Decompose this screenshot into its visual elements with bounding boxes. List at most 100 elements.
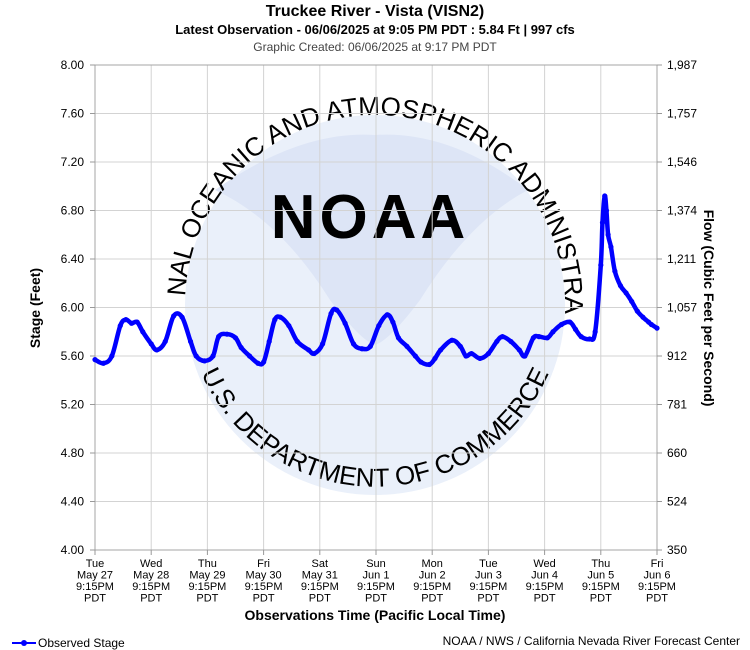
y2-tick-label: 1,757	[667, 107, 697, 121]
x-tick-label: May 30	[246, 570, 282, 582]
plot-frame	[94, 64, 658, 551]
data-point	[432, 355, 438, 362]
y-tick-label: 4.00	[61, 543, 85, 557]
x-tick-label: Mon	[421, 558, 442, 570]
y2-tick-label: 350	[667, 543, 687, 557]
data-point	[522, 353, 528, 359]
data-point	[117, 323, 123, 329]
data-point	[224, 331, 230, 337]
y-tick-label: 4.80	[61, 446, 85, 460]
data-point	[320, 341, 326, 347]
x-tick-label: Jun 5	[587, 570, 614, 582]
y-tick-label: 6.00	[61, 301, 85, 315]
data-point	[602, 193, 608, 199]
x-tick-label: 9:15PM	[413, 581, 451, 593]
chart-subtitle: Latest Observation - 06/06/2025 at 9:05 …	[175, 22, 575, 37]
data-point	[305, 347, 312, 353]
x-tick-label: 9:15PM	[526, 581, 564, 593]
data-point	[266, 338, 272, 345]
x-tick-label: 9:15PM	[469, 581, 507, 593]
data-point	[494, 338, 500, 345]
x-tick-label: PDT	[477, 593, 499, 605]
data-point	[193, 353, 199, 359]
x-tick-label: Wed	[533, 558, 555, 570]
y-tick-label: 5.60	[61, 349, 85, 363]
data-point	[516, 347, 522, 353]
x-tick-label: 9:15PM	[582, 581, 620, 593]
data-point	[294, 338, 300, 345]
observed-stage-series	[92, 193, 660, 368]
data-point	[100, 360, 107, 366]
x-tick-label: PDT	[84, 593, 106, 605]
data-point	[162, 338, 168, 345]
grid-lines	[94, 64, 658, 551]
data-point	[617, 283, 624, 289]
data-point	[272, 317, 278, 323]
x-tick-label: PDT	[253, 593, 275, 605]
data-point	[140, 329, 146, 335]
data-point	[311, 350, 317, 357]
data-point	[376, 323, 382, 329]
data-point	[629, 298, 635, 305]
data-point	[578, 334, 584, 340]
data-point	[342, 320, 348, 326]
data-point	[404, 343, 410, 349]
y2-tick-label: 524	[667, 495, 687, 509]
x-tick-label: PDT	[309, 593, 331, 605]
data-point	[246, 353, 253, 359]
y-tick-label: 6.80	[61, 204, 85, 218]
graphic-created-text: Graphic Created: 06/06/2025 at 9:17 PM P…	[253, 40, 497, 54]
data-point	[457, 343, 463, 349]
data-point	[286, 323, 292, 329]
data-point	[238, 344, 244, 351]
x-tick-label: 9:15PM	[638, 581, 676, 593]
y2-axis-ticks: 350 524 660 781 912 1,057 1,211 1,374 1,546 1,757…	[657, 58, 697, 557]
x-tick-label: 9:15PM	[301, 581, 339, 593]
data-point	[277, 314, 284, 320]
y2-tick-label: 1,546	[667, 155, 697, 169]
data-point	[179, 314, 185, 320]
x-tick-label: 9:15PM	[245, 581, 283, 593]
x-tick-label: Jun 6	[644, 570, 671, 582]
data-point	[418, 359, 424, 365]
data-point	[187, 338, 194, 345]
data-point	[109, 353, 115, 359]
data-point	[390, 319, 396, 325]
x-tick-label: PDT	[590, 593, 612, 605]
watermark-logo-text: NOAA	[271, 183, 470, 252]
x-tick-label: 9:15PM	[132, 581, 170, 593]
y2-tick-label: 1,374	[667, 204, 697, 218]
x-tick-label: Sat	[312, 558, 329, 570]
data-point	[232, 335, 239, 341]
data-point	[499, 334, 506, 340]
y-tick-label: 7.60	[61, 107, 85, 121]
x-tick-label: May 31	[302, 570, 338, 582]
x-axis-title: Observations Time (Pacific Local Time)	[245, 607, 506, 623]
data-point	[586, 336, 593, 342]
x-tick-label: Jun 2	[419, 570, 446, 582]
data-point	[201, 358, 208, 364]
data-point	[412, 353, 418, 359]
data-point	[426, 361, 432, 368]
y2-tick-label: 660	[667, 446, 687, 460]
data-point	[603, 207, 610, 214]
x-tick-label: May 27	[77, 570, 113, 582]
data-point	[608, 244, 614, 250]
data-point	[128, 320, 135, 326]
legend-marker-icon	[21, 640, 27, 646]
data-point	[654, 325, 660, 331]
x-tick-label: PDT	[365, 593, 387, 605]
legend: Observed Stage	[12, 636, 125, 650]
data-point	[598, 262, 604, 268]
data-point	[599, 220, 606, 226]
data-point	[449, 337, 455, 343]
data-point	[261, 359, 267, 365]
x-tick-label: Thu	[591, 558, 610, 570]
data-point	[605, 232, 611, 238]
x-tick-label: Tue	[479, 558, 498, 570]
x-tick-label: PDT	[646, 593, 668, 605]
data-point	[567, 319, 573, 325]
x-tick-label: Sun	[366, 558, 386, 570]
